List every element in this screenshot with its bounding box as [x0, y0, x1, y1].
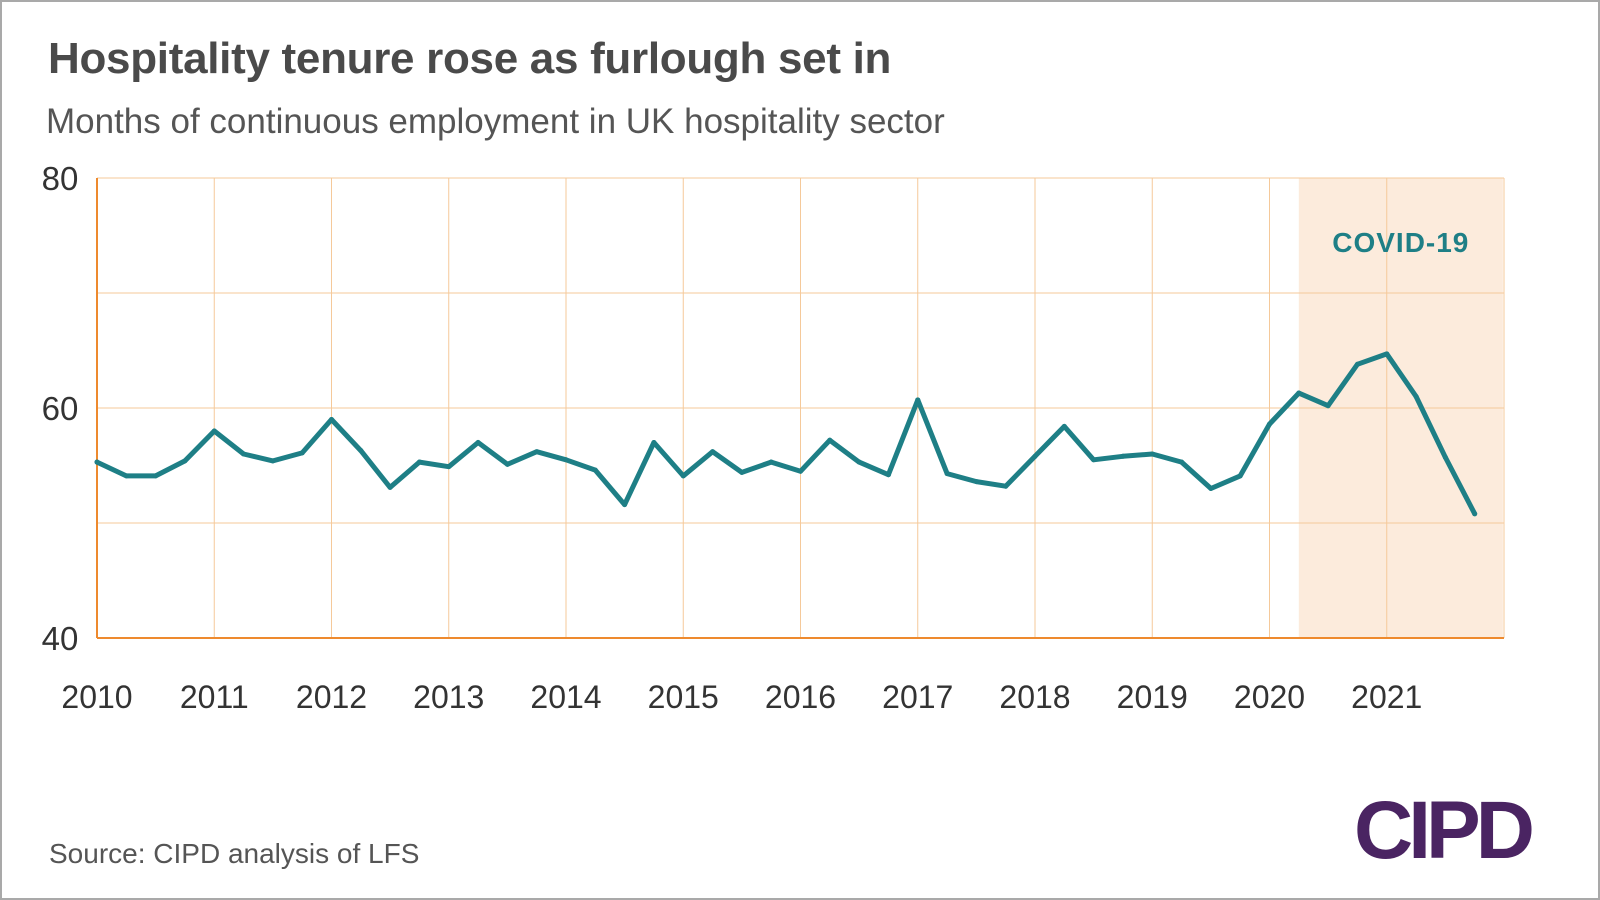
data-point [358, 448, 364, 454]
data-point [1472, 511, 1478, 517]
data-point [827, 437, 833, 443]
x-tick-label: 2016 [765, 679, 836, 715]
x-tick-label: 2012 [296, 679, 367, 715]
data-point [1296, 390, 1302, 396]
x-tick-label: 2014 [530, 679, 601, 715]
data-point [1267, 421, 1272, 427]
data-point [270, 458, 276, 464]
x-tick-label: 2019 [1117, 679, 1188, 715]
data-point [1237, 473, 1243, 479]
data-point [416, 459, 422, 465]
x-tick-label: 2011 [180, 679, 249, 715]
covid-annotation-label: COVID-19 [1332, 227, 1469, 258]
y-tick-label: 80 [42, 160, 79, 197]
data-point [856, 459, 862, 465]
data-point [504, 461, 510, 467]
y-tick-label: 40 [42, 620, 79, 657]
x-tick-label: 2020 [1234, 679, 1305, 715]
data-point [182, 458, 188, 464]
data-point [1032, 453, 1038, 459]
data-point [973, 479, 979, 485]
data-point [1179, 459, 1185, 465]
x-tick-label: 2013 [413, 679, 484, 715]
data-point [1354, 361, 1360, 367]
data-point [387, 484, 393, 490]
data-point [1442, 454, 1448, 460]
data-point [768, 459, 774, 465]
data-point [1091, 457, 1097, 463]
x-tick-label: 2015 [648, 679, 719, 715]
data-point [944, 471, 950, 477]
data-point [622, 502, 628, 508]
data-point [123, 473, 129, 479]
data-point [1120, 453, 1126, 459]
y-tick-label: 60 [42, 390, 79, 427]
data-point [651, 440, 657, 445]
data-point [299, 450, 305, 456]
x-tick-label: 2021 [1351, 679, 1422, 715]
series-line-tenure [94, 351, 1478, 517]
x-tick-label: 2018 [999, 679, 1070, 715]
data-point [592, 467, 598, 473]
data-point [1149, 451, 1155, 457]
data-point [241, 451, 247, 457]
x-tick-label: 2010 [61, 679, 132, 715]
data-point [153, 473, 159, 479]
x-tick-label: 2017 [882, 679, 953, 715]
data-point [1325, 403, 1331, 409]
source-note: Source: CIPD analysis of LFS [49, 838, 420, 869]
data-point [563, 457, 569, 463]
data-point [1003, 483, 1009, 489]
data-point [475, 440, 481, 445]
data-point [1384, 351, 1390, 357]
data-point [329, 417, 334, 422]
data-point [534, 449, 540, 455]
chart-title: Hospitality tenure rose as furlough set … [48, 34, 892, 83]
data-point [680, 473, 686, 479]
data-point [798, 468, 803, 474]
data-point [739, 469, 745, 475]
data-point [1061, 423, 1067, 429]
data-point [885, 472, 891, 478]
data-point [94, 459, 100, 465]
chart-subtitle: Months of continuous employment in UK ho… [46, 102, 945, 141]
data-point [710, 449, 716, 455]
cipd-logo: CIPD [1354, 785, 1535, 876]
data-point [1413, 394, 1419, 399]
data-point [1208, 486, 1214, 491]
data-point [446, 464, 452, 470]
data-point [915, 397, 921, 403]
data-point [211, 428, 217, 434]
